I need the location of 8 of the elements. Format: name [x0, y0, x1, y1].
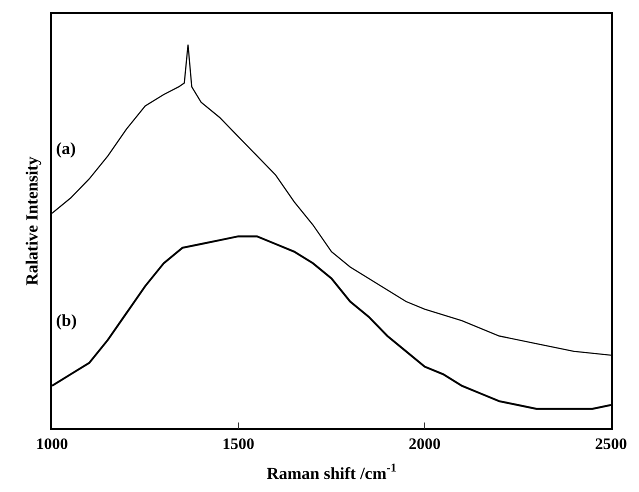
x-tick-label: 1500: [222, 436, 254, 453]
x-tick-label: 2000: [408, 436, 441, 453]
x-tick-label: 2500: [595, 436, 627, 453]
y-axis-title: Ralative Intensity: [22, 156, 42, 286]
x-axis-title: Raman shift /cm$^{-1}$: [266, 460, 396, 483]
series-label: (a): [56, 139, 76, 158]
series-label: (b): [56, 311, 77, 330]
x-tick-label: 1000: [36, 436, 68, 453]
